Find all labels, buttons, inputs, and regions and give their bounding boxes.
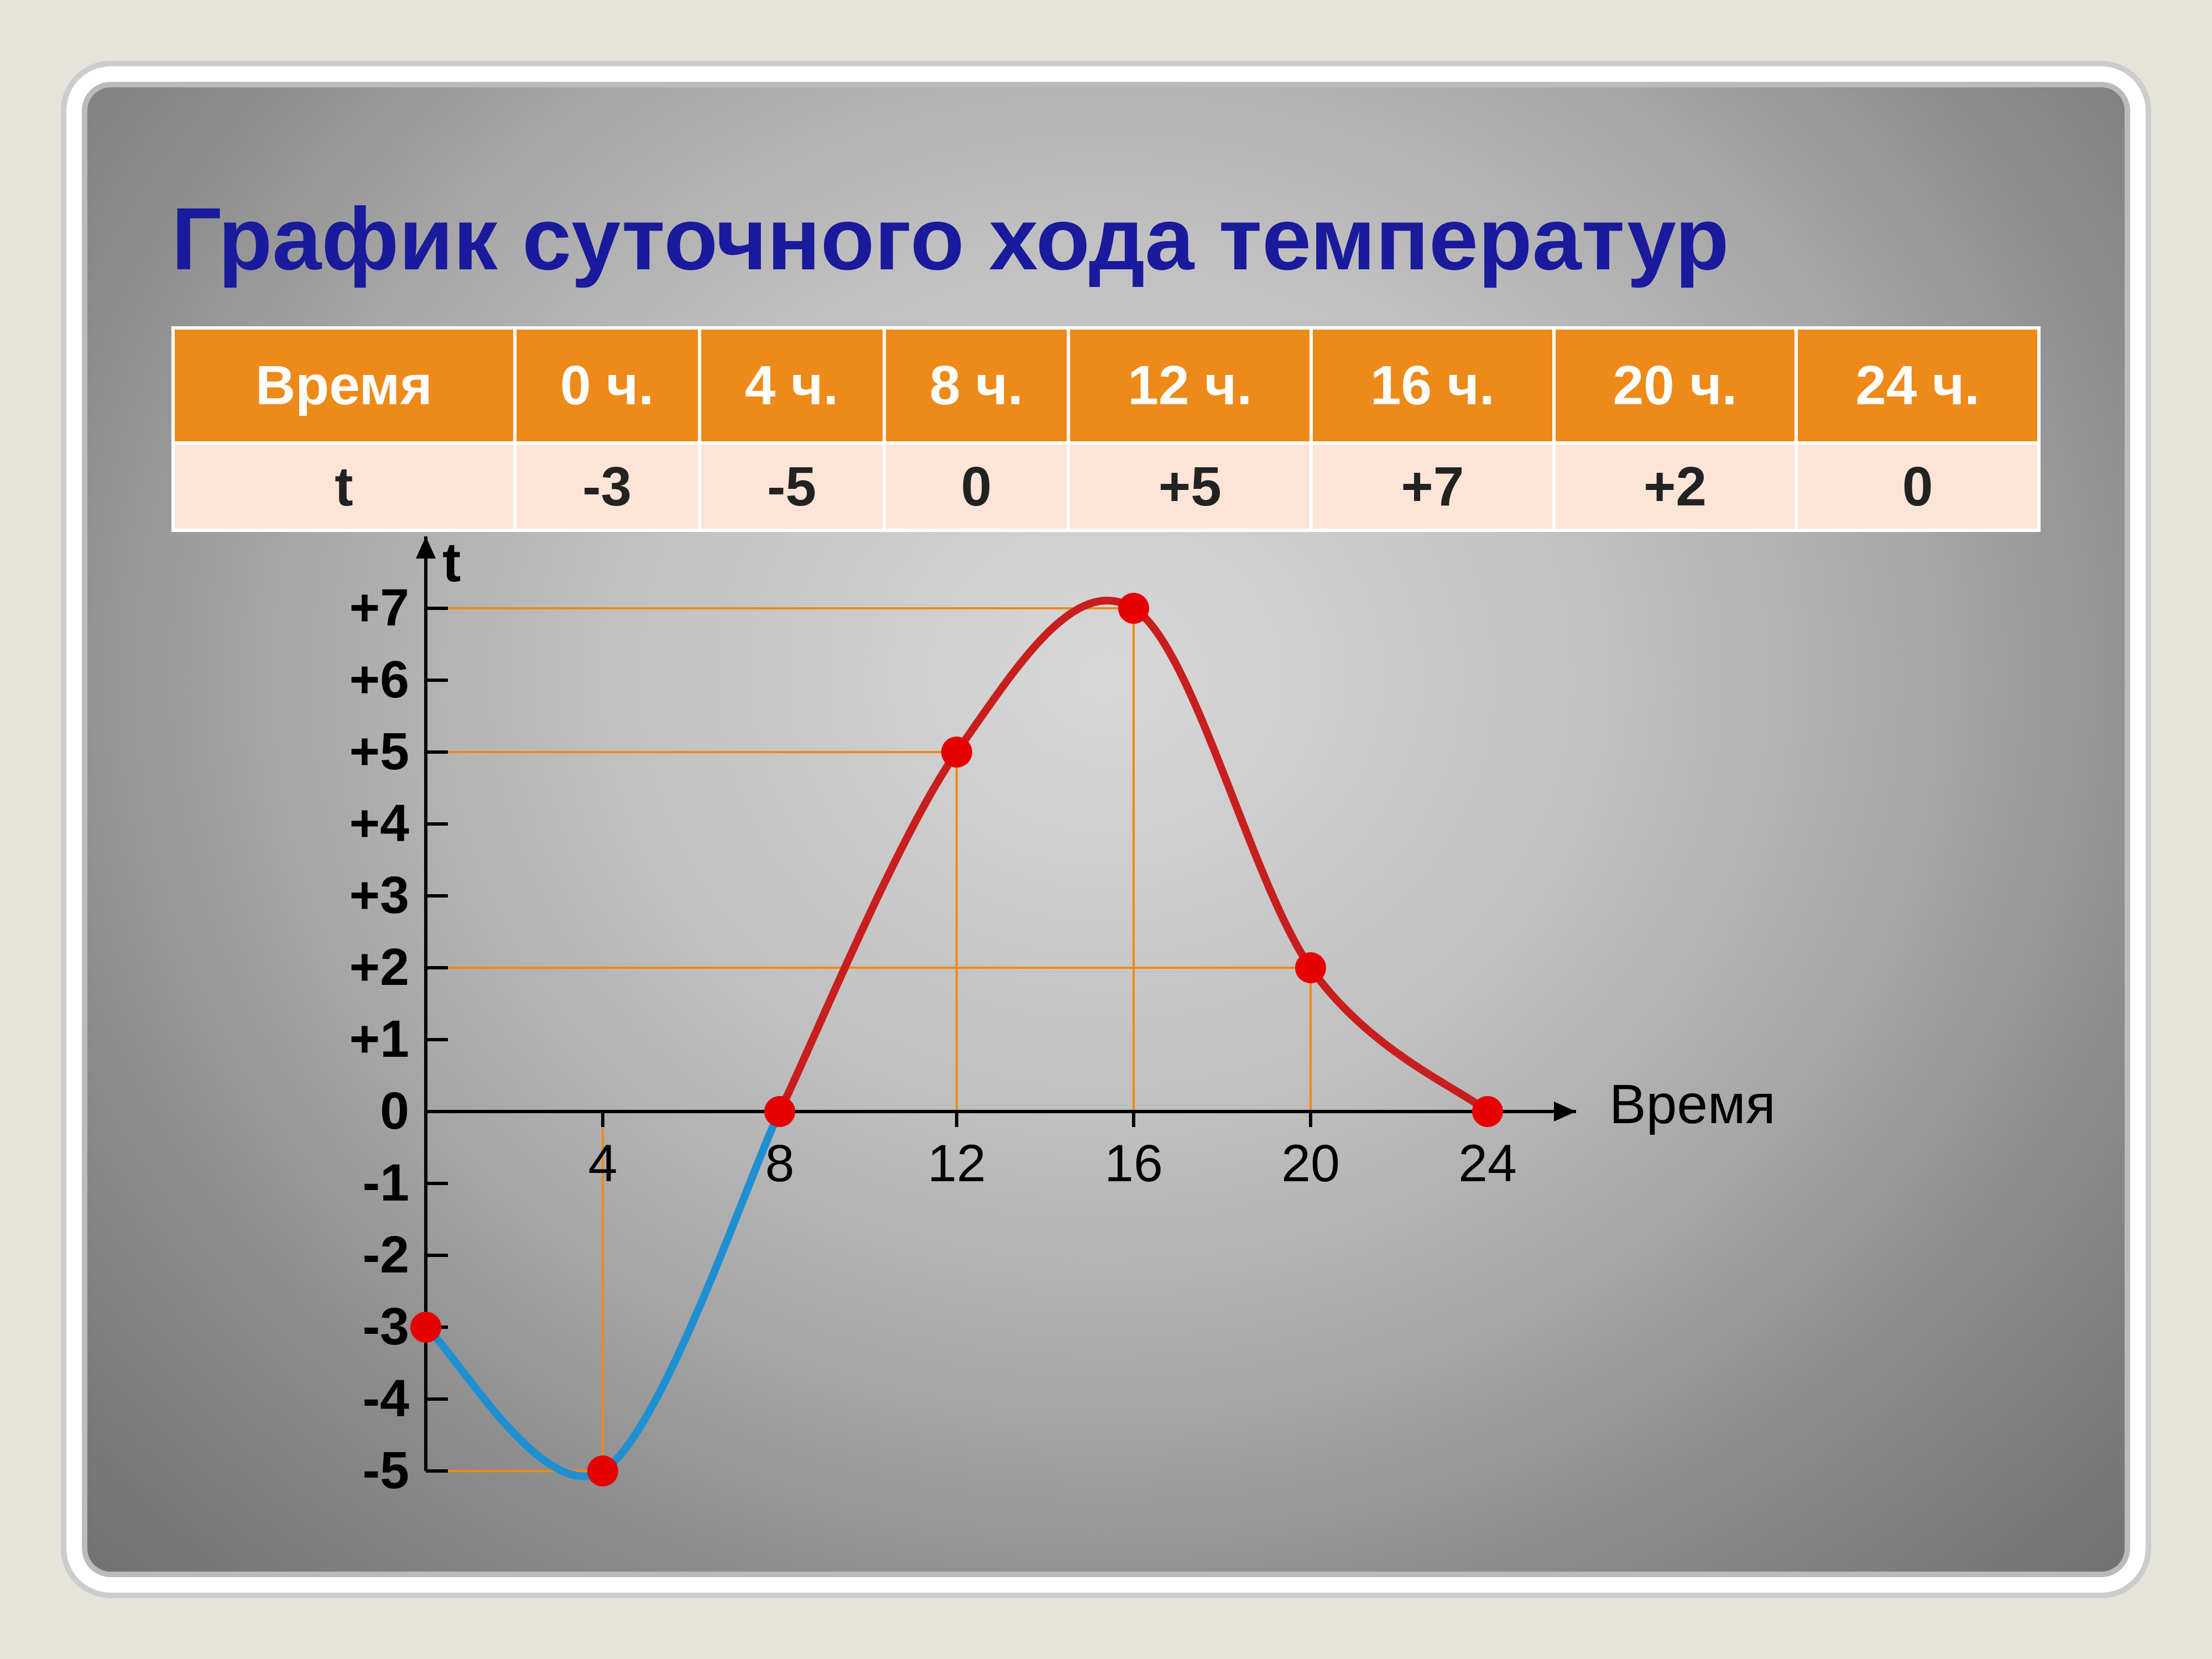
table-header-cell: 0 ч.	[515, 328, 700, 443]
table-header-cell: 24 ч.	[1796, 328, 2039, 443]
table-header-cell: 16 ч.	[1311, 328, 1554, 443]
x-axis-label: Время	[1609, 1073, 1776, 1136]
y-axis-label: t	[442, 531, 461, 594]
table-header-row: Время 0 ч. 4 ч. 8 ч. 12 ч. 16 ч. 20 ч. 2…	[173, 328, 2039, 443]
y-tick-label: +3	[310, 865, 409, 926]
x-tick-label: 8	[741, 1134, 818, 1194]
x-tick-label: 12	[918, 1134, 995, 1194]
x-tick-label: 24	[1449, 1134, 1526, 1194]
y-tick-label: -3	[310, 1297, 409, 1357]
x-tick-label: 16	[1095, 1134, 1172, 1194]
table-header-cell: Время	[173, 328, 515, 443]
x-tick-label: 20	[1272, 1134, 1349, 1194]
chart-area: t +7 +6 +5 +4 +3 +2 +1 0 -1 -2 -3 -4 -5 4 8 12 16 20 24 Врем…	[260, 503, 2030, 1565]
y-tick-label: -4	[310, 1369, 409, 1429]
y-tick-label: +1	[310, 1009, 409, 1070]
y-tick-label: +2	[310, 937, 409, 998]
y-tick-label: 0	[310, 1081, 409, 1141]
chart-svg	[260, 503, 1587, 1554]
y-tick-label: -5	[310, 1441, 409, 1501]
page-title: График суточного хода температур	[171, 188, 1729, 290]
table-header-cell: 20 ч.	[1554, 328, 1797, 443]
y-tick-label: +5	[310, 722, 409, 782]
y-tick-label: +7	[310, 578, 409, 638]
table-header-cell: 8 ч.	[884, 328, 1069, 443]
table-header-cell: 4 ч.	[700, 328, 884, 443]
x-tick-label: 4	[564, 1134, 641, 1194]
table-header-cell: 12 ч.	[1068, 328, 1311, 443]
y-tick-label: -2	[310, 1225, 409, 1285]
data-table: Время 0 ч. 4 ч. 8 ч. 12 ч. 16 ч. 20 ч. 2…	[171, 326, 2041, 532]
y-tick-label: -1	[310, 1153, 409, 1213]
slide-frame: График суточного хода температур Время 0…	[66, 66, 2146, 1593]
y-tick-label: +6	[310, 650, 409, 710]
y-tick-label: +4	[310, 794, 409, 854]
